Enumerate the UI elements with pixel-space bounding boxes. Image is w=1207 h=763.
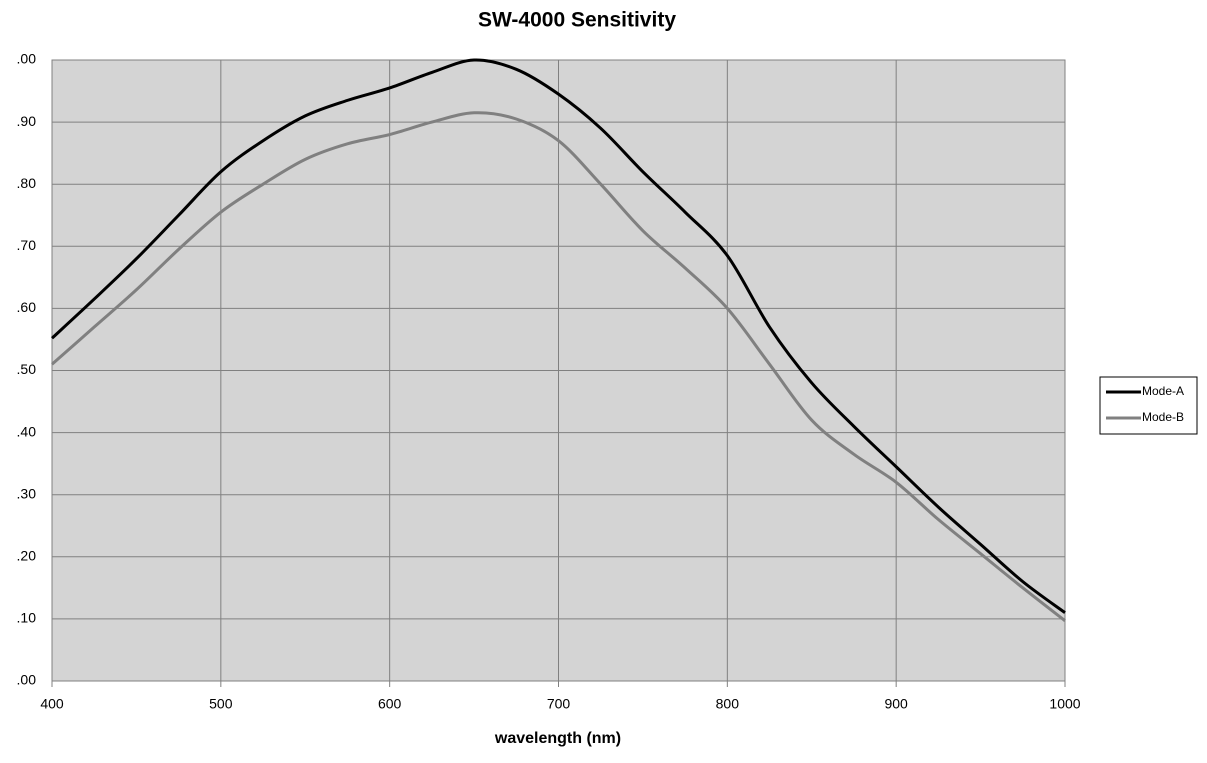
- y-tick-label: .90: [17, 113, 37, 129]
- y-tick-label: .00: [17, 672, 37, 688]
- x-tick-label: 1000: [1049, 696, 1080, 712]
- x-tick-label: 900: [884, 696, 908, 712]
- y-tick-label: .60: [17, 299, 37, 315]
- y-tick-label: .50: [17, 361, 37, 377]
- x-tick-label: 700: [547, 696, 571, 712]
- y-tick-label: .10: [17, 610, 37, 626]
- legend-label: Mode-B: [1142, 410, 1184, 424]
- y-tick-label: .00: [17, 51, 37, 67]
- legend-box: [1099, 376, 1198, 435]
- legend: Mode-A Mode-B: [1099, 376, 1198, 435]
- legend-label: Mode-A: [1142, 384, 1184, 398]
- line-series: [50, 58, 1066, 614]
- x-tick-label: 800: [716, 696, 740, 712]
- x-tick-label: 400: [40, 696, 64, 712]
- y-tick-label: .80: [17, 175, 37, 191]
- chart-title: SW-4000 Sensitivity: [478, 9, 676, 32]
- y-tick-label: .70: [17, 237, 37, 253]
- x-tick-label: 600: [378, 696, 402, 712]
- y-tick-label: .20: [17, 548, 37, 564]
- y-tick-label: .30: [17, 485, 37, 501]
- x-tick-label: 500: [209, 696, 233, 712]
- y-tick-label: .40: [17, 423, 37, 439]
- line-series: [51, 111, 1066, 622]
- x-axis-title: wavelength (nm): [494, 730, 621, 747]
- plot-border: [51, 59, 1066, 682]
